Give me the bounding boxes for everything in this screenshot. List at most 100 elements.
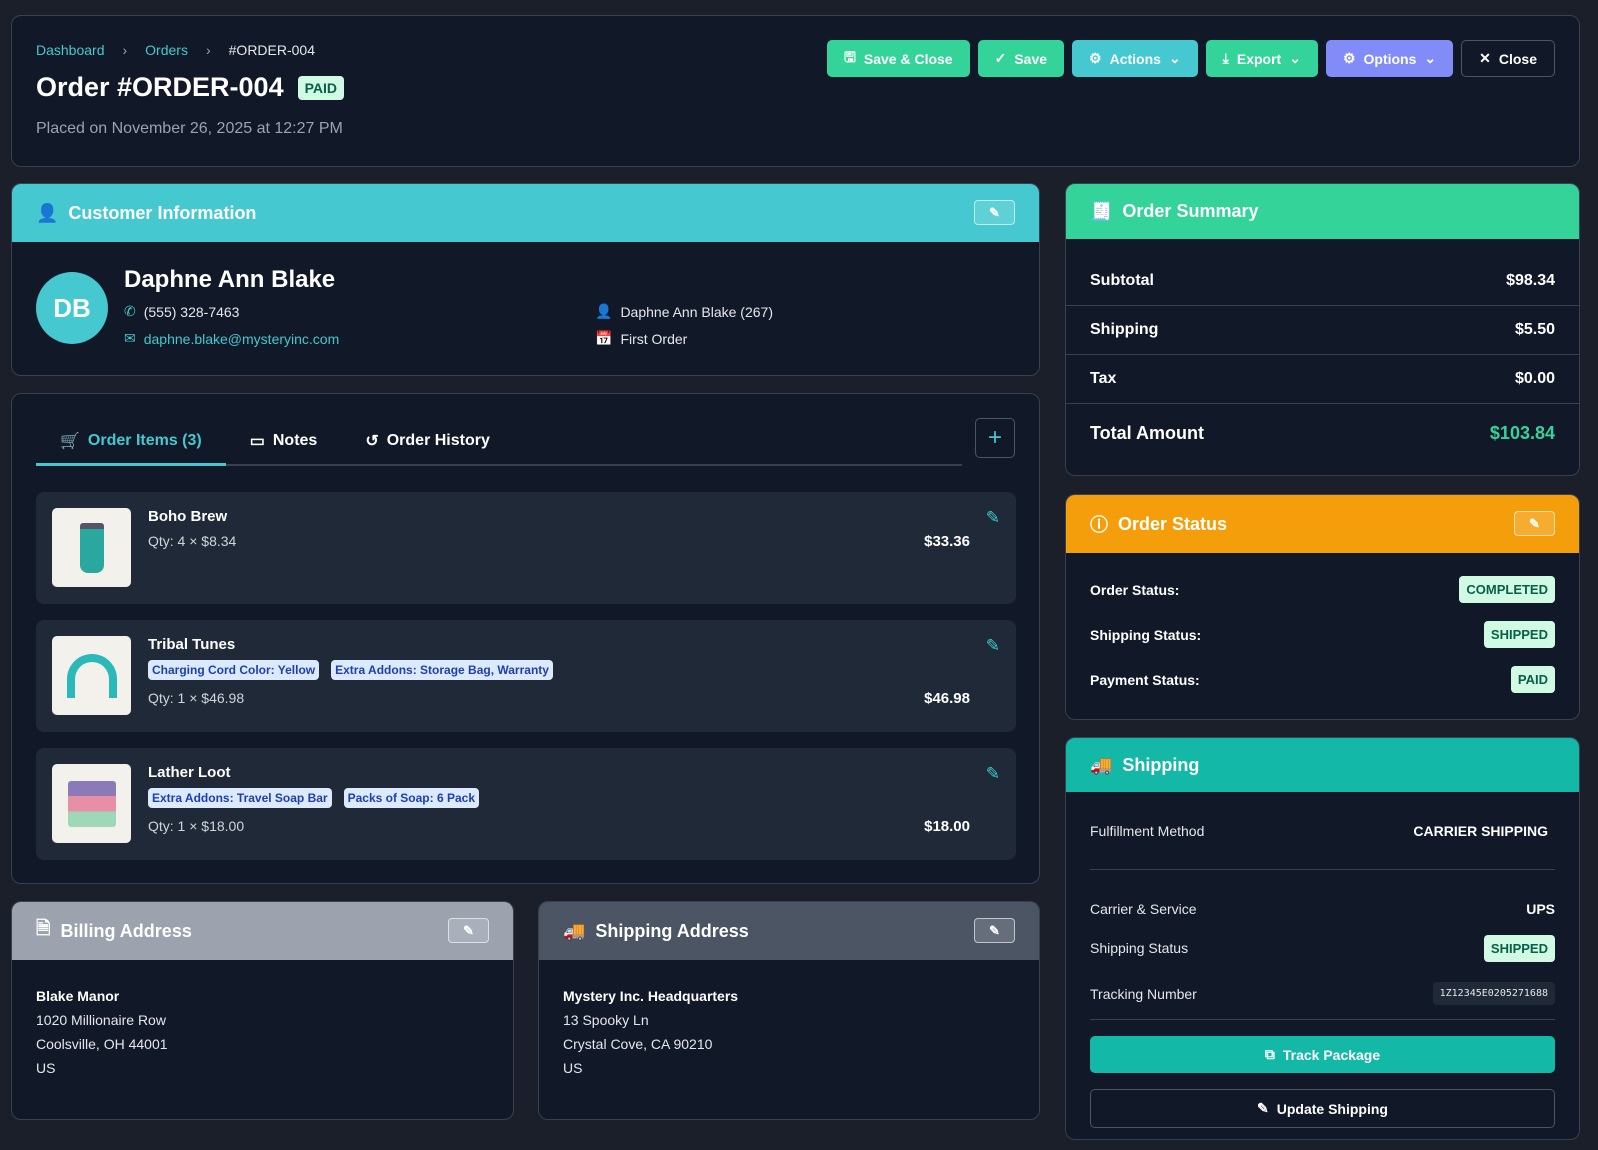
- export-button[interactable]: ⤓ Export ⌄: [1205, 40, 1318, 77]
- summary-label: Subtotal: [1090, 272, 1154, 289]
- item-name: Tribal Tunes: [148, 636, 236, 653]
- fulfillment-label: Fulfillment Method: [1090, 822, 1205, 839]
- option-badge: Packs of Soap: 6 Pack: [343, 788, 480, 808]
- item-qty: Qty: 4 × $8.34: [148, 533, 237, 549]
- label: Actions: [1109, 50, 1161, 67]
- payment-badge: PAID: [297, 75, 345, 100]
- option-badge: Extra Addons: Travel Soap Bar: [148, 788, 332, 808]
- product-image: [52, 764, 131, 843]
- edit-item-icon[interactable]: ✎: [985, 508, 1000, 527]
- phone-icon: ✆: [124, 303, 136, 319]
- address-line: Crystal Cove, CA 90210: [563, 1036, 713, 1052]
- fulfillment-value: CARRIER SHIPPING: [1413, 822, 1548, 839]
- tracking-number: 1Z12345E0205271688: [1432, 982, 1555, 1005]
- summary-label: Tax: [1090, 370, 1117, 387]
- label: Notes: [272, 432, 318, 449]
- list-item: Tribal Tunes Charging Cord Color: Yellow…: [36, 620, 1016, 732]
- calendar-icon: 📅: [595, 330, 613, 346]
- payment-status-badge: PAID: [1510, 666, 1555, 693]
- user-icon: 👤: [595, 303, 613, 319]
- tab-notes[interactable]: ▭ Notes: [226, 418, 342, 464]
- billing-address-card: 🗎 Billing Address ✎ Blake Manor 1020 Millio…: [11, 901, 514, 1120]
- status-label: Order Status:: [1090, 581, 1180, 598]
- section-title: Order Status: [1118, 513, 1228, 534]
- option-badge: Extra Addons: Storage Bag, Warranty: [331, 660, 553, 680]
- breadcrumb: Dashboard › Orders › #ORDER-004: [36, 42, 315, 58]
- save-close-button[interactable]: 🖫 Save & Close: [826, 40, 970, 77]
- add-item-button[interactable]: +: [975, 418, 1015, 458]
- page-title: Order #ORDER-004: [36, 72, 284, 102]
- email-link[interactable]: daphne.blake@mysteryinc.com: [143, 330, 340, 347]
- info-icon: ⓘ: [1090, 515, 1108, 535]
- customer-card: 👤 Customer Information ✎ DB Daphne Ann Bla…: [11, 183, 1040, 376]
- order-type: First Order: [620, 330, 688, 347]
- avatar: DB: [36, 272, 108, 344]
- close-button[interactable]: ✕ Close: [1461, 40, 1555, 77]
- summary-label: Shipping: [1090, 321, 1159, 338]
- actions-button[interactable]: ⚙ Actions ⌄: [1072, 40, 1198, 77]
- download-icon: ⤓: [1222, 50, 1229, 66]
- edit-item-icon[interactable]: ✎: [985, 764, 1000, 783]
- customer-name: Daphne Ann Blake: [124, 266, 336, 293]
- edit-item-icon[interactable]: ✎: [985, 636, 1000, 655]
- summary-value: $0.00: [1514, 370, 1555, 387]
- item-qty: Qty: 1 × $18.00: [148, 818, 245, 834]
- address-country: US: [563, 1060, 583, 1076]
- chevron-right-icon: ›: [205, 42, 211, 58]
- address-country: US: [36, 1060, 56, 1076]
- item-total: $33.36: [924, 533, 970, 550]
- mail-icon: ✉: [124, 330, 136, 346]
- label: Order History: [386, 432, 490, 449]
- option-badge: Charging Cord Color: Yellow: [148, 660, 320, 680]
- edit-customer-button[interactable]: ✎: [974, 200, 1015, 225]
- customer-account-link[interactable]: Daphne Ann Blake (267): [620, 303, 773, 320]
- breadcrumb-current: #ORDER-004: [228, 42, 316, 58]
- edit-shipping-address-button[interactable]: ✎: [974, 918, 1015, 943]
- update-shipping-button[interactable]: ✎ Update Shipping: [1090, 1089, 1555, 1128]
- total-value: $103.84: [1489, 422, 1555, 443]
- tab-order-items[interactable]: 🛒 Order Items (3): [36, 418, 226, 466]
- save-button[interactable]: ✓ Save: [977, 40, 1065, 77]
- shipping-status-badge: SHIPPED: [1483, 621, 1555, 648]
- order-status-card: ⓘ Order Status ✎ Order Status: COMPLETED Sh…: [1065, 494, 1580, 720]
- list-item: Boho Brew Qty: 4 × $8.34 $33.36 ✎: [36, 492, 1016, 604]
- note-icon: ▭: [249, 433, 265, 450]
- order-items-card: 🛒 Order Items (3) ▭ Notes ↺ Order History +…: [11, 393, 1040, 884]
- shipping-card: 🚚 Shipping Fulfillment Method CARRIER SHIP…: [1065, 737, 1580, 1140]
- truck-icon: 🚚: [563, 920, 586, 941]
- status-label: Shipping Status:: [1090, 626, 1202, 643]
- phone: (555) 328-7463: [143, 303, 240, 320]
- carrier-label: Carrier & Service: [1090, 901, 1197, 917]
- breadcrumb-orders[interactable]: Orders: [145, 42, 188, 58]
- label: Save & Close: [863, 50, 953, 67]
- options-button[interactable]: ⚙ Options ⌄: [1325, 40, 1454, 77]
- label: Order Items (3): [87, 431, 202, 449]
- close-icon: ✕: [1479, 50, 1491, 66]
- check-icon: ✓: [994, 50, 1007, 66]
- placed-date: Placed on November 26, 2025 at 12:27 PM: [36, 120, 343, 137]
- receipt-icon: 🧾: [1090, 201, 1113, 221]
- cart-icon: 🛒: [60, 432, 80, 450]
- track-package-button[interactable]: ⧉ Track Package: [1090, 1036, 1555, 1073]
- summary-value: $5.50: [1514, 321, 1555, 338]
- edit-billing-button[interactable]: ✎: [448, 918, 489, 943]
- label: Options: [1363, 50, 1417, 67]
- tab-order-history[interactable]: ↺ Order History: [341, 418, 514, 464]
- edit-status-button[interactable]: ✎: [1514, 511, 1555, 536]
- breadcrumb-dashboard[interactable]: Dashboard: [36, 42, 105, 58]
- chevron-right-icon: ›: [122, 42, 128, 58]
- section-title: Order Summary: [1122, 201, 1259, 221]
- truck-icon: 🚚: [1090, 754, 1113, 775]
- shipping-address-card: 🚚 Shipping Address ✎ Mystery Inc. Headquar…: [538, 901, 1040, 1120]
- label: Update Shipping: [1276, 1100, 1388, 1117]
- section-title: Shipping Address: [595, 920, 749, 941]
- shipping-status-label: Shipping Status: [1090, 940, 1189, 956]
- address-name: Mystery Inc. Headquarters: [563, 988, 739, 1004]
- list-item: Lather Loot Extra Addons: Travel Soap Ba…: [36, 748, 1016, 860]
- order-header: Dashboard › Orders › #ORDER-004 Order #ORD…: [11, 15, 1580, 167]
- order-summary-card: 🧾 Order Summary Subtotal $98.34 Shipping $5…: [1065, 183, 1580, 476]
- label: Track Package: [1282, 1046, 1381, 1063]
- document-icon: 🗎: [36, 918, 51, 938]
- external-link-icon: ⧉: [1264, 1046, 1275, 1062]
- product-image: [52, 508, 131, 587]
